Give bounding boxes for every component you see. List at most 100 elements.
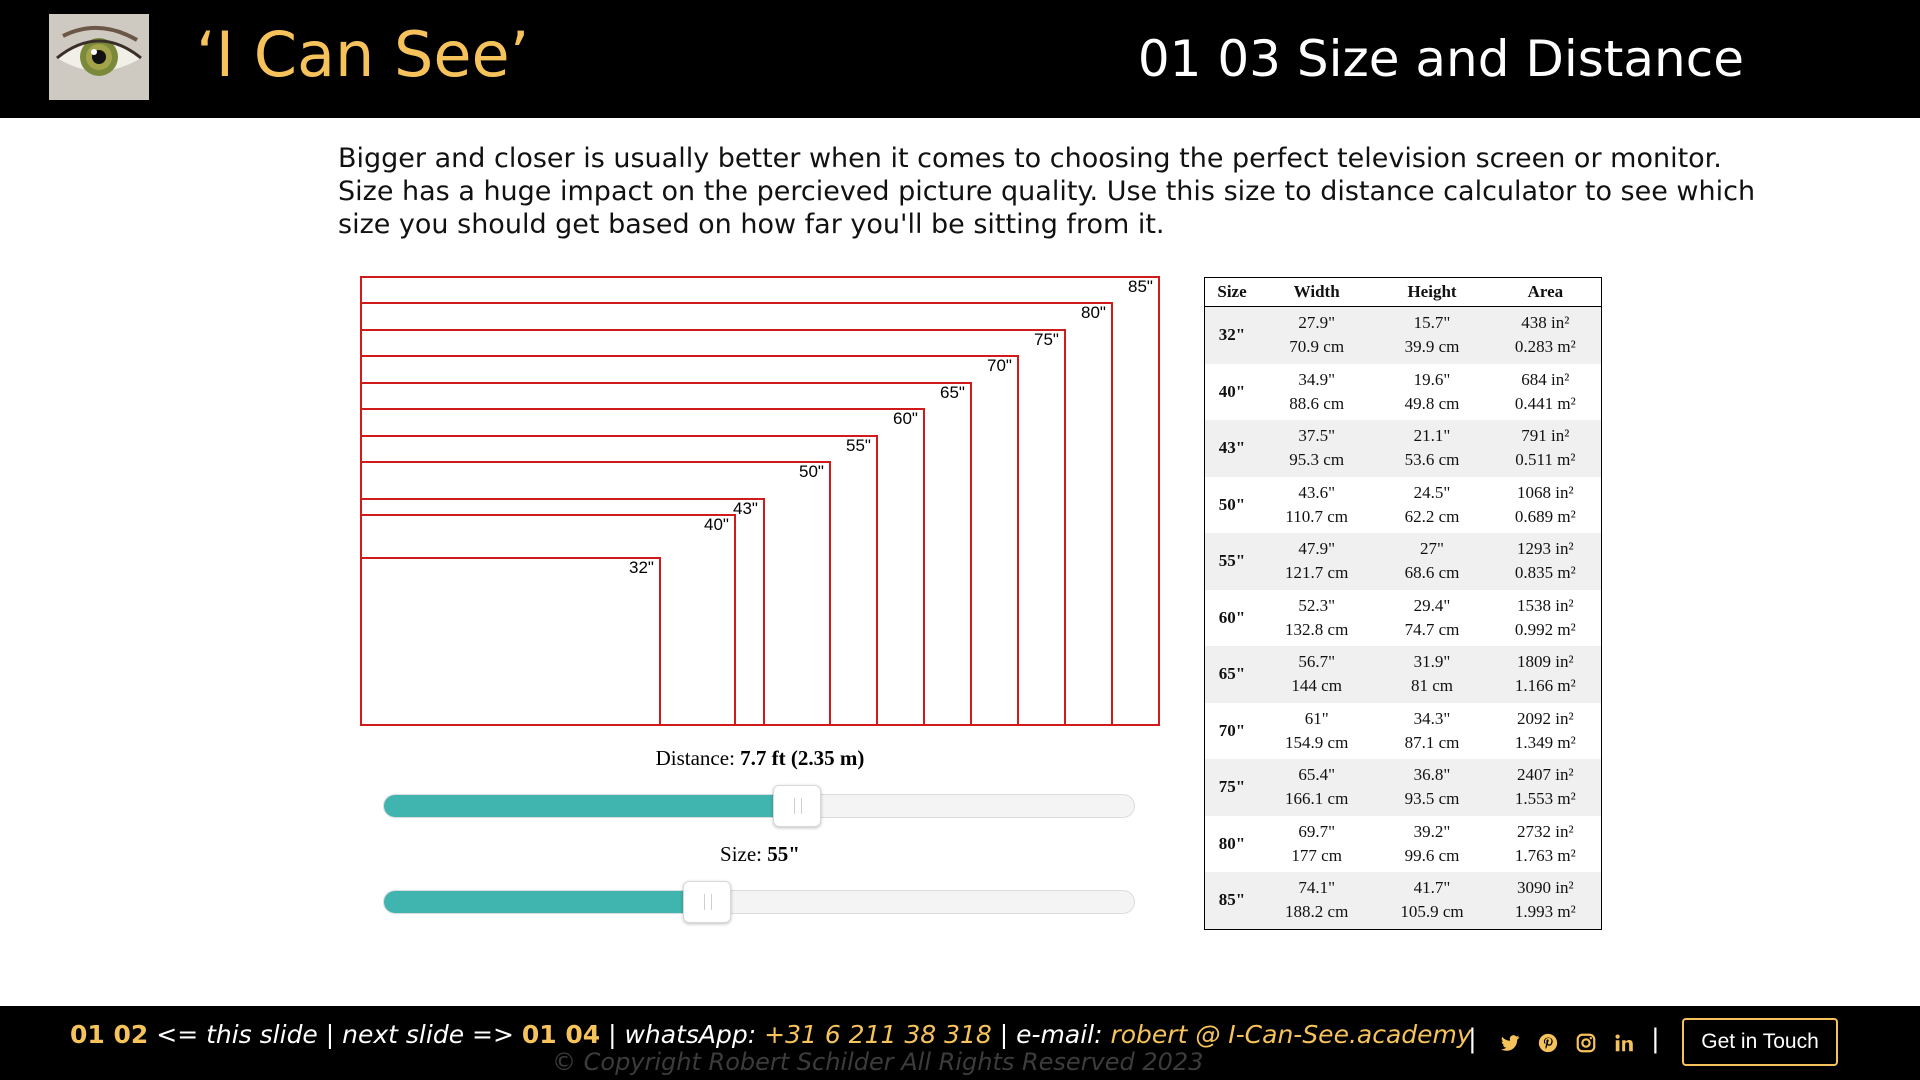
table-header-row: Size Width Height Area [1205, 278, 1602, 307]
table-row: 55" 47.9" 121.7 cm 27" 68.6 cm 1293 in² 0.835 … [1205, 533, 1602, 590]
size-cell: 43" [1205, 420, 1260, 477]
column-header: Width [1259, 278, 1374, 307]
distance-slider-handle[interactable] [773, 785, 821, 827]
current-slide-link[interactable]: 01 02 [70, 1020, 148, 1049]
header-bar: ‘I Can See’ 01 03 Size and Distance [0, 0, 1920, 118]
size-cell: 85" [1205, 872, 1260, 929]
email-link[interactable]: robert @ I-Can-See.academy [1110, 1020, 1471, 1049]
height-cell: 39.2" 99.6 cm [1374, 816, 1489, 873]
size-cell: 70" [1205, 703, 1260, 760]
area-cell: 684 in² 0.441 m² [1490, 364, 1602, 421]
size-cell: 55" [1205, 533, 1260, 590]
area-cell: 1293 in² 0.835 m² [1490, 533, 1602, 590]
screen-size-label: 55" [846, 436, 871, 456]
linkedin-icon[interactable] [1613, 1032, 1635, 1054]
slide-title: 01 03 Size and Distance [1138, 30, 1744, 88]
area-cell: 3090 in² 1.993 m² [1490, 872, 1602, 929]
intro-line: size you should get based on how far you… [338, 208, 1778, 241]
size-cell: 60" [1205, 590, 1260, 647]
eye-logo [49, 14, 149, 100]
twitter-icon[interactable] [1499, 1032, 1521, 1054]
footer-bar: 01 02 <= this slide | next slide => 01 0… [0, 1006, 1920, 1080]
distance-slider-fill [384, 795, 797, 817]
height-cell: 21.1" 53.6 cm [1374, 420, 1489, 477]
size-cell: 32" [1205, 307, 1260, 364]
column-header: Area [1490, 278, 1602, 307]
height-cell: 36.8" 93.5 cm [1374, 759, 1489, 816]
email-label: | e-mail: [992, 1020, 1111, 1049]
height-cell: 27" 68.6 cm [1374, 533, 1489, 590]
intro-text: Bigger and closer is usually better when… [338, 142, 1778, 241]
copyright-text: © Copyright Robert Schilder All Rights R… [552, 1048, 1203, 1076]
size-cell: 80" [1205, 816, 1260, 873]
table-row: 85" 74.1" 188.2 cm 41.7" 105.9 cm 3090 in² 1.9… [1205, 872, 1602, 929]
screen-size-label: 50" [799, 462, 824, 482]
table-row: 80" 69.7" 177 cm 39.2" 99.6 cm 2732 in² 1.763 … [1205, 816, 1602, 873]
area-cell: 791 in² 0.511 m² [1490, 420, 1602, 477]
distance-label-text: Distance: [656, 746, 735, 770]
area-cell: 438 in² 0.283 m² [1490, 307, 1602, 364]
screen-size-diagram: 85" 80" 75" 70" 65" 60" 55" 50" 43" 40" 32" [360, 276, 1160, 728]
width-cell: 65.4" 166.1 cm [1259, 759, 1374, 816]
height-cell: 15.7" 39.9 cm [1374, 307, 1489, 364]
width-cell: 27.9" 70.9 cm [1259, 307, 1374, 364]
height-cell: 31.9" 81 cm [1374, 646, 1489, 703]
footer-separator: | [1651, 1024, 1660, 1054]
height-cell: 29.4" 74.7 cm [1374, 590, 1489, 647]
width-cell: 52.3" 132.8 cm [1259, 590, 1374, 647]
footer-nav-text: <= this slide | next slide => [148, 1020, 522, 1049]
size-slider-handle[interactable] [683, 881, 731, 923]
pinterest-icon[interactable] [1537, 1032, 1559, 1054]
distance-value: 7.7 ft (2.35 m) [740, 746, 864, 770]
table-row: 70" 61" 154.9 cm 34.3" 87.1 cm 2092 in² 1.349 … [1205, 703, 1602, 760]
width-cell: 56.7" 144 cm [1259, 646, 1374, 703]
table-row: 60" 52.3" 132.8 cm 29.4" 74.7 cm 1538 in² 0.99… [1205, 590, 1602, 647]
width-cell: 43.6" 110.7 cm [1259, 477, 1374, 534]
screen-size-label: 75" [1034, 330, 1059, 350]
table-row: 75" 65.4" 166.1 cm 36.8" 93.5 cm 2407 in² 1.55… [1205, 759, 1602, 816]
footer-separator: | [1468, 1024, 1477, 1054]
screen-size-label: 43" [733, 499, 758, 519]
width-cell: 34.9" 88.6 cm [1259, 364, 1374, 421]
height-cell: 19.6" 49.8 cm [1374, 364, 1489, 421]
screen-size-label: 70" [987, 356, 1012, 376]
size-slider-fill [384, 891, 707, 913]
area-cell: 1538 in² 0.992 m² [1490, 590, 1602, 647]
width-cell: 37.5" 95.3 cm [1259, 420, 1374, 477]
screen-size-label: 65" [940, 383, 965, 403]
table-row: 32" 27.9" 70.9 cm 15.7" 39.9 cm 438 in² 0.283 … [1205, 307, 1602, 364]
whatsapp-label: | whatsApp: [600, 1020, 764, 1049]
screen-size-label: 60" [893, 409, 918, 429]
intro-line: Bigger and closer is usually better when… [338, 142, 1778, 175]
table-row: 50" 43.6" 110.7 cm 24.5" 62.2 cm 1068 in² 0.68… [1205, 477, 1602, 534]
distance-slider[interactable] [383, 794, 1135, 818]
area-cell: 1068 in² 0.689 m² [1490, 477, 1602, 534]
get-in-touch-button[interactable]: Get in Touch [1682, 1018, 1838, 1066]
table-row: 65" 56.7" 144 cm 31.9" 81 cm 1809 in² 1.166 m² [1205, 646, 1602, 703]
size-slider[interactable] [383, 890, 1135, 914]
table-row: 40" 34.9" 88.6 cm 19.6" 49.8 cm 684 in² 0.441 … [1205, 364, 1602, 421]
height-cell: 24.5" 62.2 cm [1374, 477, 1489, 534]
table-row: 43" 37.5" 95.3 cm 21.1" 53.6 cm 791 in² 0.511 … [1205, 420, 1602, 477]
screen-size-label: 80" [1081, 303, 1106, 323]
footer-nav: 01 02 <= this slide | next slide => 01 0… [70, 1020, 1472, 1049]
size-cell: 65" [1205, 646, 1260, 703]
brand-title: ‘I Can See’ [196, 18, 529, 91]
screen-size-label: 85" [1128, 277, 1153, 297]
next-slide-link[interactable]: 01 04 [522, 1020, 600, 1049]
whatsapp-link[interactable]: +31 6 211 38 318 [764, 1020, 992, 1049]
distance-label: Distance: 7.7 ft (2.35 m) [560, 746, 960, 771]
size-value: 55" [767, 842, 800, 866]
size-label: Size: 55" [560, 842, 960, 867]
area-cell: 1809 in² 1.166 m² [1490, 646, 1602, 703]
width-cell: 61" 154.9 cm [1259, 703, 1374, 760]
width-cell: 74.1" 188.2 cm [1259, 872, 1374, 929]
column-header: Height [1374, 278, 1489, 307]
intro-line: Size has a huge impact on the percieved … [338, 175, 1778, 208]
size-table: Size Width Height Area 32" 27.9" 70.9 cm 15… [1204, 277, 1602, 930]
column-header: Size [1205, 278, 1260, 307]
instagram-icon[interactable] [1575, 1032, 1597, 1054]
width-cell: 69.7" 177 cm [1259, 816, 1374, 873]
size-cell: 40" [1205, 364, 1260, 421]
height-cell: 34.3" 87.1 cm [1374, 703, 1489, 760]
